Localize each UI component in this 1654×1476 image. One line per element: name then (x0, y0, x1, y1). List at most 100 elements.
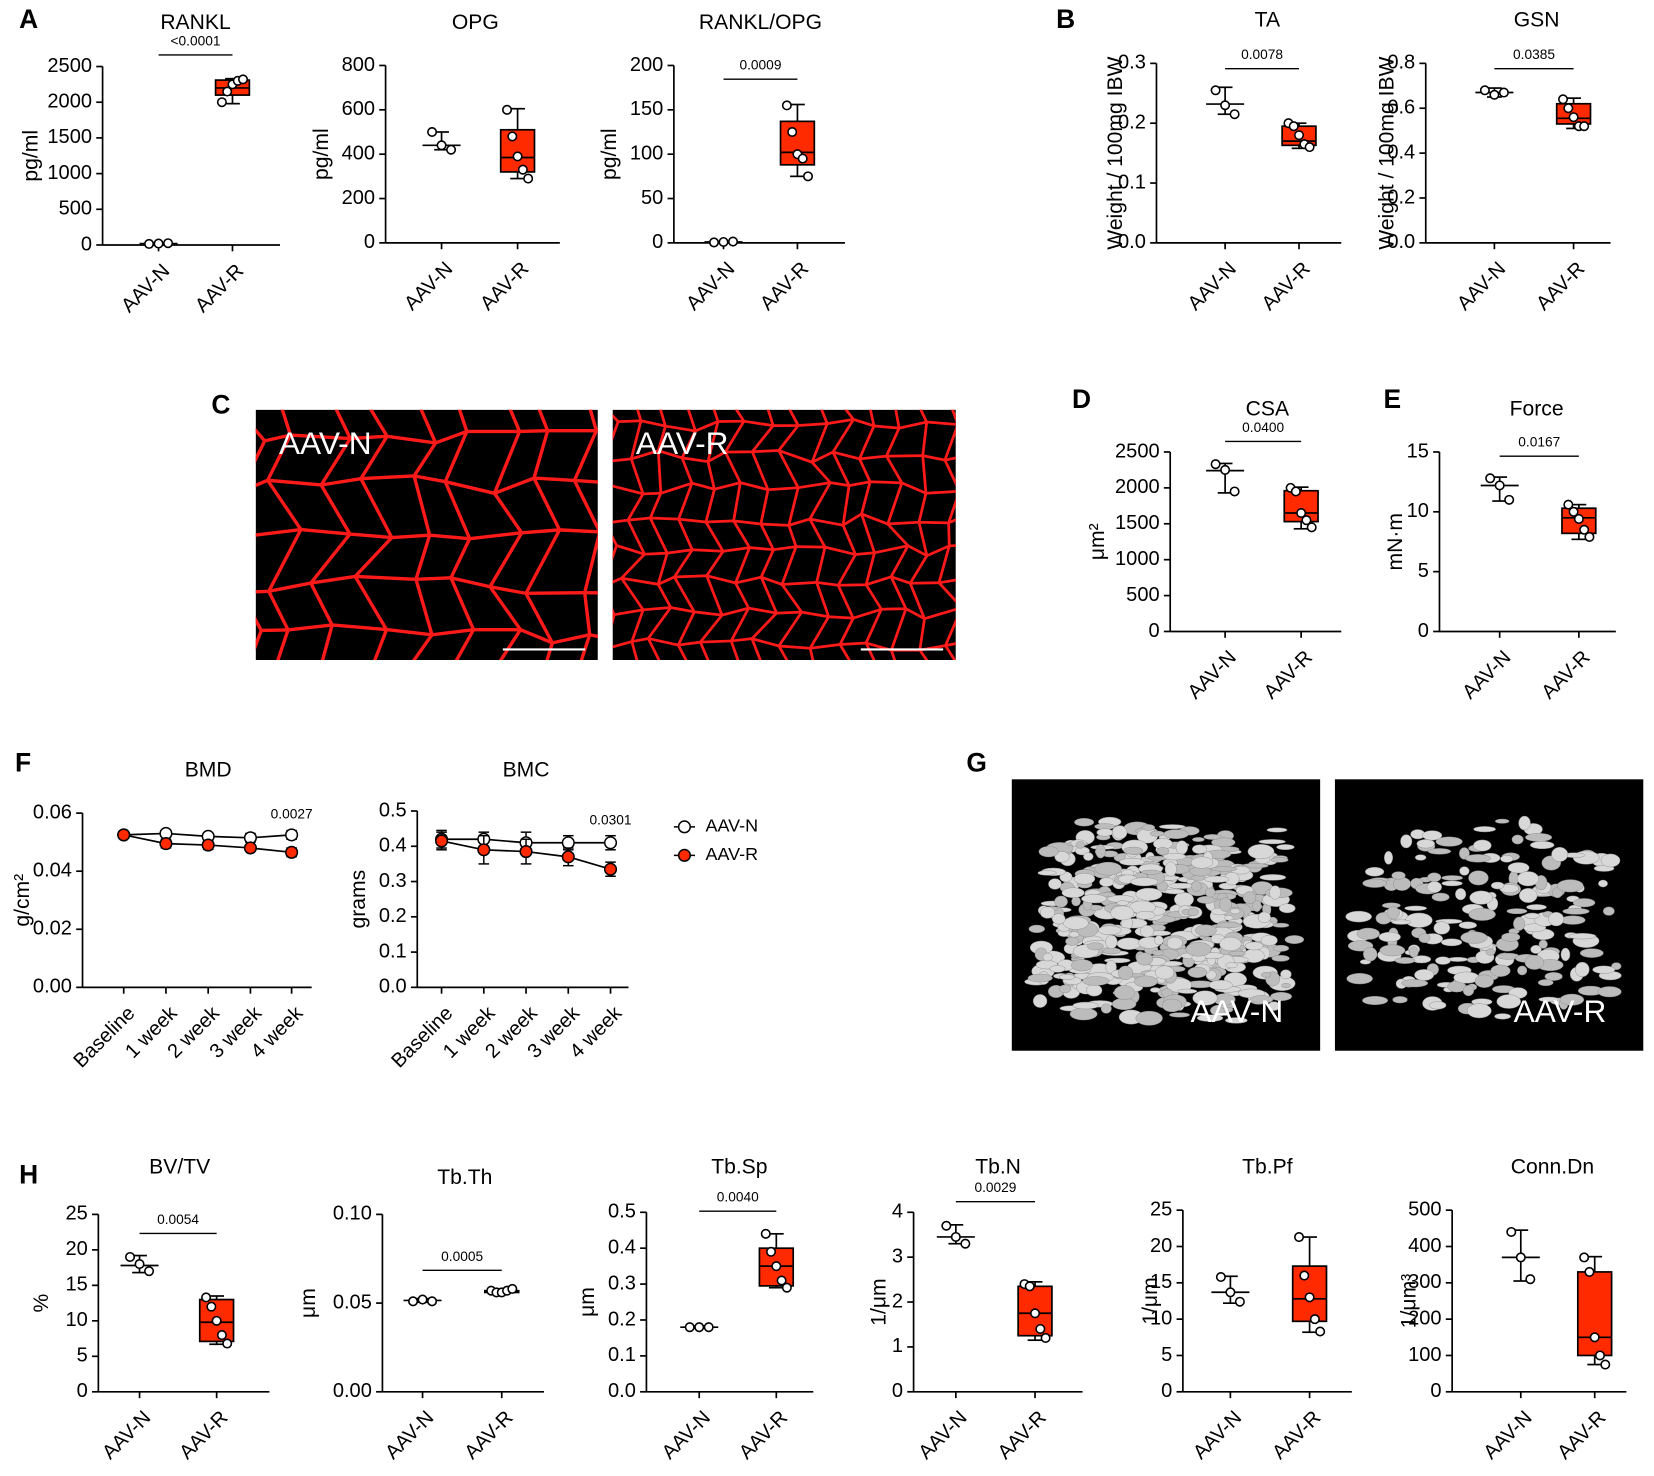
data-point (1215, 1271, 1226, 1283)
bone-trabecula (1228, 950, 1246, 956)
cell-border (255, 427, 267, 443)
bone-trabecula (1149, 830, 1165, 837)
cell-border (734, 409, 746, 422)
cell-border (412, 442, 438, 477)
data-point (201, 838, 215, 852)
bone-trabecula (1260, 934, 1278, 946)
bone-trabecula (1110, 905, 1135, 921)
data-point (1229, 109, 1240, 120)
data-point (446, 144, 457, 155)
cell-border (255, 616, 263, 632)
bone-trabecula (1192, 990, 1218, 1006)
legend-marker (677, 820, 691, 834)
cell-border (787, 487, 800, 526)
data-point (1489, 89, 1500, 100)
cell-border (545, 642, 554, 660)
data-point (708, 237, 720, 248)
cell-border (412, 633, 434, 660)
cell-border (237, 676, 611, 695)
bone-trabecula (1460, 931, 1488, 944)
cell-border (808, 481, 832, 520)
data-point (941, 1220, 952, 1231)
cell-border (443, 430, 469, 483)
cell-border (704, 488, 716, 523)
x-tick-label: AAV-N (682, 258, 739, 315)
y-tick-label: 500 (1126, 584, 1159, 606)
bone-trabecula (1191, 881, 1202, 892)
bone-trabecula (1082, 976, 1110, 986)
cell-border (836, 584, 855, 619)
bone-trabecula (1216, 922, 1241, 929)
cell-border (579, 634, 592, 660)
chart-title: BMD (185, 758, 232, 781)
y-tick-label: 0.0 (1387, 231, 1415, 253)
bone-trabecula (1511, 834, 1524, 845)
bone-trabecula (1548, 912, 1565, 927)
y-tick-label: 4 (892, 1201, 903, 1223)
bone-trabecula (1038, 846, 1059, 858)
y-axis-label: 1/μm (1139, 1277, 1162, 1324)
bone-trabecula (1469, 890, 1493, 905)
cell-border (759, 549, 775, 578)
bone-trabecula (1517, 965, 1528, 976)
y-tick-label: 2500 (47, 55, 92, 77)
cell-border (732, 482, 742, 522)
cell-border (706, 461, 716, 490)
data-point (760, 1228, 771, 1239)
bone-trabecula (1575, 961, 1590, 978)
data-point (1225, 1287, 1236, 1298)
bone-trabecula (1592, 965, 1616, 974)
bone-trabecula (1223, 1007, 1234, 1013)
bone-trabecula (1168, 882, 1195, 889)
y-tick-label: 10 (65, 1309, 87, 1331)
cell-border (532, 430, 550, 479)
data-point (285, 828, 299, 842)
bone-trabecula (1458, 921, 1477, 929)
cell-border (457, 409, 469, 432)
bone-trabecula (1579, 948, 1604, 958)
bone-trabecula (1429, 1001, 1447, 1010)
bone-trabecula (1507, 862, 1530, 874)
cell-border (780, 546, 798, 585)
y-tick-label: 1000 (47, 162, 92, 184)
cell-border (353, 575, 388, 631)
bone-trabecula (1426, 881, 1442, 893)
bone-trabecula (1441, 875, 1463, 881)
bone-trabecula (1074, 818, 1095, 827)
cell-border (864, 642, 876, 660)
cell-border (588, 409, 598, 432)
cell-border (319, 484, 352, 535)
bone-trabecula (1068, 931, 1080, 938)
cell-border (808, 518, 827, 548)
bone-trabecula (1190, 856, 1214, 869)
cell-border (908, 582, 926, 620)
cell-border (890, 649, 897, 660)
cell-border (620, 577, 645, 611)
y-tick-label: 400 (1408, 1235, 1441, 1257)
x-tick-label: AAV-N (117, 260, 174, 317)
cell-border (677, 644, 688, 660)
cell-border (777, 449, 800, 489)
cell-border (620, 553, 646, 580)
cell-border (454, 628, 476, 660)
y-tick-label: 0.3 (379, 870, 407, 892)
cell-border (831, 451, 851, 487)
y-tick-label: 0.2 (1118, 111, 1146, 133)
cell-border (680, 430, 697, 459)
bone-trabecula (1161, 998, 1183, 1013)
bone-trabecula (1496, 994, 1521, 1009)
chart-title: Conn.Dn (1511, 1156, 1594, 1179)
bone-trabecula (1518, 815, 1531, 831)
y-tick-label: 0.1 (1118, 171, 1146, 193)
bone-trabecula (1094, 861, 1122, 876)
bone-trabecula (1490, 964, 1511, 977)
data-point (802, 171, 814, 182)
bone-trabecula (1099, 877, 1114, 887)
data-point (1306, 522, 1317, 533)
p-value: 0.0054 (157, 1212, 199, 1227)
bone-trabecula (1600, 853, 1621, 868)
data-point (797, 153, 808, 164)
data-point (1573, 513, 1584, 525)
cell-border (266, 479, 303, 531)
cell-border (648, 517, 669, 554)
